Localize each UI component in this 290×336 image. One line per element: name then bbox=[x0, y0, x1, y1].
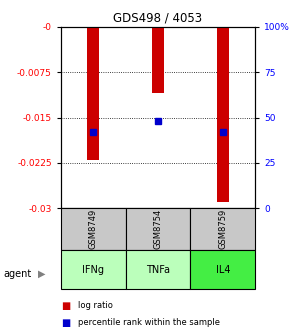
Text: log ratio: log ratio bbox=[78, 301, 113, 310]
Bar bbox=[126, 250, 191, 289]
Text: percentile rank within the sample: percentile rank within the sample bbox=[78, 318, 220, 327]
Text: GSM8749: GSM8749 bbox=[89, 209, 98, 249]
Bar bbox=[88, 27, 99, 160]
Text: GSM8754: GSM8754 bbox=[153, 209, 163, 249]
Bar bbox=[126, 208, 191, 250]
Text: GSM8759: GSM8759 bbox=[218, 209, 227, 249]
Bar bbox=[191, 208, 255, 250]
Text: IFNg: IFNg bbox=[82, 265, 104, 275]
Bar bbox=[61, 208, 126, 250]
Text: ■: ■ bbox=[61, 301, 70, 311]
Text: agent: agent bbox=[3, 269, 31, 279]
Title: GDS498 / 4053: GDS498 / 4053 bbox=[113, 11, 203, 24]
Text: IL4: IL4 bbox=[215, 265, 230, 275]
Text: ■: ■ bbox=[61, 318, 70, 328]
Bar bbox=[217, 27, 229, 202]
Bar bbox=[61, 250, 126, 289]
Bar bbox=[152, 27, 164, 93]
Text: TNFa: TNFa bbox=[146, 265, 170, 275]
Bar bbox=[191, 250, 255, 289]
Text: ▶: ▶ bbox=[38, 269, 45, 279]
